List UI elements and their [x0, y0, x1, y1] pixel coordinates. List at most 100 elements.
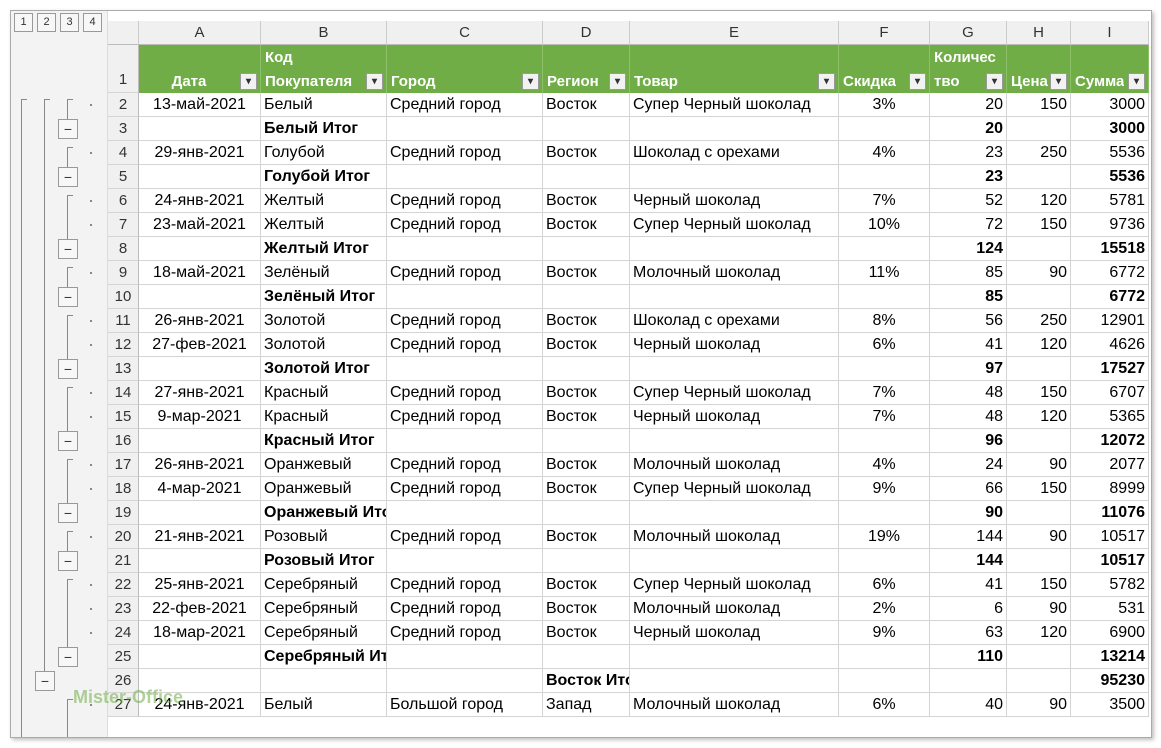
filter-button[interactable]: ▾ — [366, 73, 383, 90]
collapse-button[interactable]: − — [58, 647, 78, 667]
collapse-button[interactable]: − — [58, 431, 78, 451]
column-header[interactable]: G — [930, 21, 1007, 45]
row-number[interactable]: 18 — [108, 477, 139, 501]
outline-level-button[interactable]: 4 — [83, 13, 102, 32]
outline-dot — [90, 104, 92, 106]
row-number[interactable]: 27 — [108, 693, 139, 717]
row-number[interactable]: 19 — [108, 501, 139, 525]
column-header[interactable]: A — [139, 21, 261, 45]
cell: 6% — [839, 573, 930, 597]
column-header[interactable]: B — [261, 21, 387, 45]
outline-dot — [90, 344, 92, 346]
cell: Черный шоколад — [630, 333, 839, 357]
row-number[interactable]: 22 — [108, 573, 139, 597]
column-header[interactable]: F — [839, 21, 930, 45]
row-number[interactable]: 11 — [108, 309, 139, 333]
outline-dot — [90, 200, 92, 202]
row-number[interactable]: 10 — [108, 285, 139, 309]
cell — [1007, 501, 1071, 525]
cell: Восток — [543, 573, 630, 597]
cell: 5536 — [1071, 141, 1149, 165]
row-number[interactable]: 17 — [108, 453, 139, 477]
collapse-button[interactable]: − — [58, 119, 78, 139]
collapse-button[interactable]: − — [58, 287, 78, 307]
cell: 6% — [839, 333, 930, 357]
column-header[interactable]: I — [1071, 21, 1149, 45]
cell: Оранжевый Итог — [261, 501, 387, 525]
row-number[interactable]: 7 — [108, 213, 139, 237]
cell — [543, 237, 630, 261]
cell: Восток — [543, 333, 630, 357]
header-cell: Город ▾ — [387, 45, 543, 93]
outline-bracket — [67, 387, 73, 433]
filter-button[interactable]: ▾ — [240, 73, 257, 90]
column-header[interactable]: D — [543, 21, 630, 45]
row-number[interactable]: 26 — [108, 669, 139, 693]
row-number[interactable]: 23 — [108, 597, 139, 621]
header-cell: Дата ▾ — [139, 45, 261, 93]
row-number[interactable]: 12 — [108, 333, 139, 357]
cell: Восток — [543, 189, 630, 213]
row-number[interactable]: 25 — [108, 645, 139, 669]
cell: 250 — [1007, 141, 1071, 165]
collapse-button[interactable]: − — [58, 167, 78, 187]
collapse-button[interactable]: − — [35, 671, 55, 691]
cell: Зелёный Итог — [261, 285, 387, 309]
cell — [139, 645, 261, 669]
row-number[interactable]: 20 — [108, 525, 139, 549]
row-number[interactable]: 4 — [108, 141, 139, 165]
cell — [387, 429, 543, 453]
filter-button[interactable]: ▾ — [818, 73, 835, 90]
filter-button[interactable]: ▾ — [1050, 73, 1067, 90]
cell: Средний город — [387, 309, 543, 333]
row-number[interactable]: 9 — [108, 261, 139, 285]
cell: Желтый — [261, 189, 387, 213]
column-header[interactable]: H — [1007, 21, 1071, 45]
filter-button[interactable]: ▾ — [1128, 73, 1145, 90]
filter-button[interactable]: ▾ — [909, 73, 926, 90]
cell: 6707 — [1071, 381, 1149, 405]
cell: 150 — [1007, 381, 1071, 405]
cell — [387, 669, 543, 693]
column-header[interactable]: E — [630, 21, 839, 45]
row-number[interactable]: 8 — [108, 237, 139, 261]
cell — [139, 165, 261, 189]
row-number[interactable]: 15 — [108, 405, 139, 429]
cell: Желтый — [261, 213, 387, 237]
cell — [139, 117, 261, 141]
row-number[interactable]: 3 — [108, 117, 139, 141]
cell: 40 — [930, 693, 1007, 717]
outline-level-button[interactable]: 1 — [14, 13, 33, 32]
row-number[interactable]: 14 — [108, 381, 139, 405]
collapse-button[interactable]: − — [58, 359, 78, 379]
header-cell: Скидка ▾ — [839, 45, 930, 93]
filter-button[interactable]: ▾ — [522, 73, 539, 90]
row-number[interactable]: 21 — [108, 549, 139, 573]
collapse-button[interactable]: − — [58, 239, 78, 259]
filter-button[interactable]: ▾ — [609, 73, 626, 90]
cell: 4% — [839, 453, 930, 477]
row-number[interactable]: 13 — [108, 357, 139, 381]
row-number[interactable]: 5 — [108, 165, 139, 189]
cell: Голубой — [261, 141, 387, 165]
header-text: Дата — [171, 73, 207, 90]
row-number[interactable]: 2 — [108, 93, 139, 117]
column-header[interactable]: C — [387, 21, 543, 45]
cell: Средний город — [387, 573, 543, 597]
cell: 26-янв-2021 — [139, 453, 261, 477]
cell: 8% — [839, 309, 930, 333]
row-number[interactable]: 24 — [108, 621, 139, 645]
collapse-button[interactable]: − — [58, 503, 78, 523]
cell: 9% — [839, 621, 930, 645]
cell: 22-фев-2021 — [139, 597, 261, 621]
filter-button[interactable]: ▾ — [986, 73, 1003, 90]
cell: 120 — [1007, 189, 1071, 213]
row-number[interactable]: 16 — [108, 429, 139, 453]
row-number[interactable]: 6 — [108, 189, 139, 213]
cell: 25-янв-2021 — [139, 573, 261, 597]
outline-level-button[interactable]: 2 — [37, 13, 56, 32]
collapse-button[interactable]: − — [58, 551, 78, 571]
cell: Восток Итог — [543, 669, 630, 693]
outline-level-button[interactable]: 3 — [60, 13, 79, 32]
